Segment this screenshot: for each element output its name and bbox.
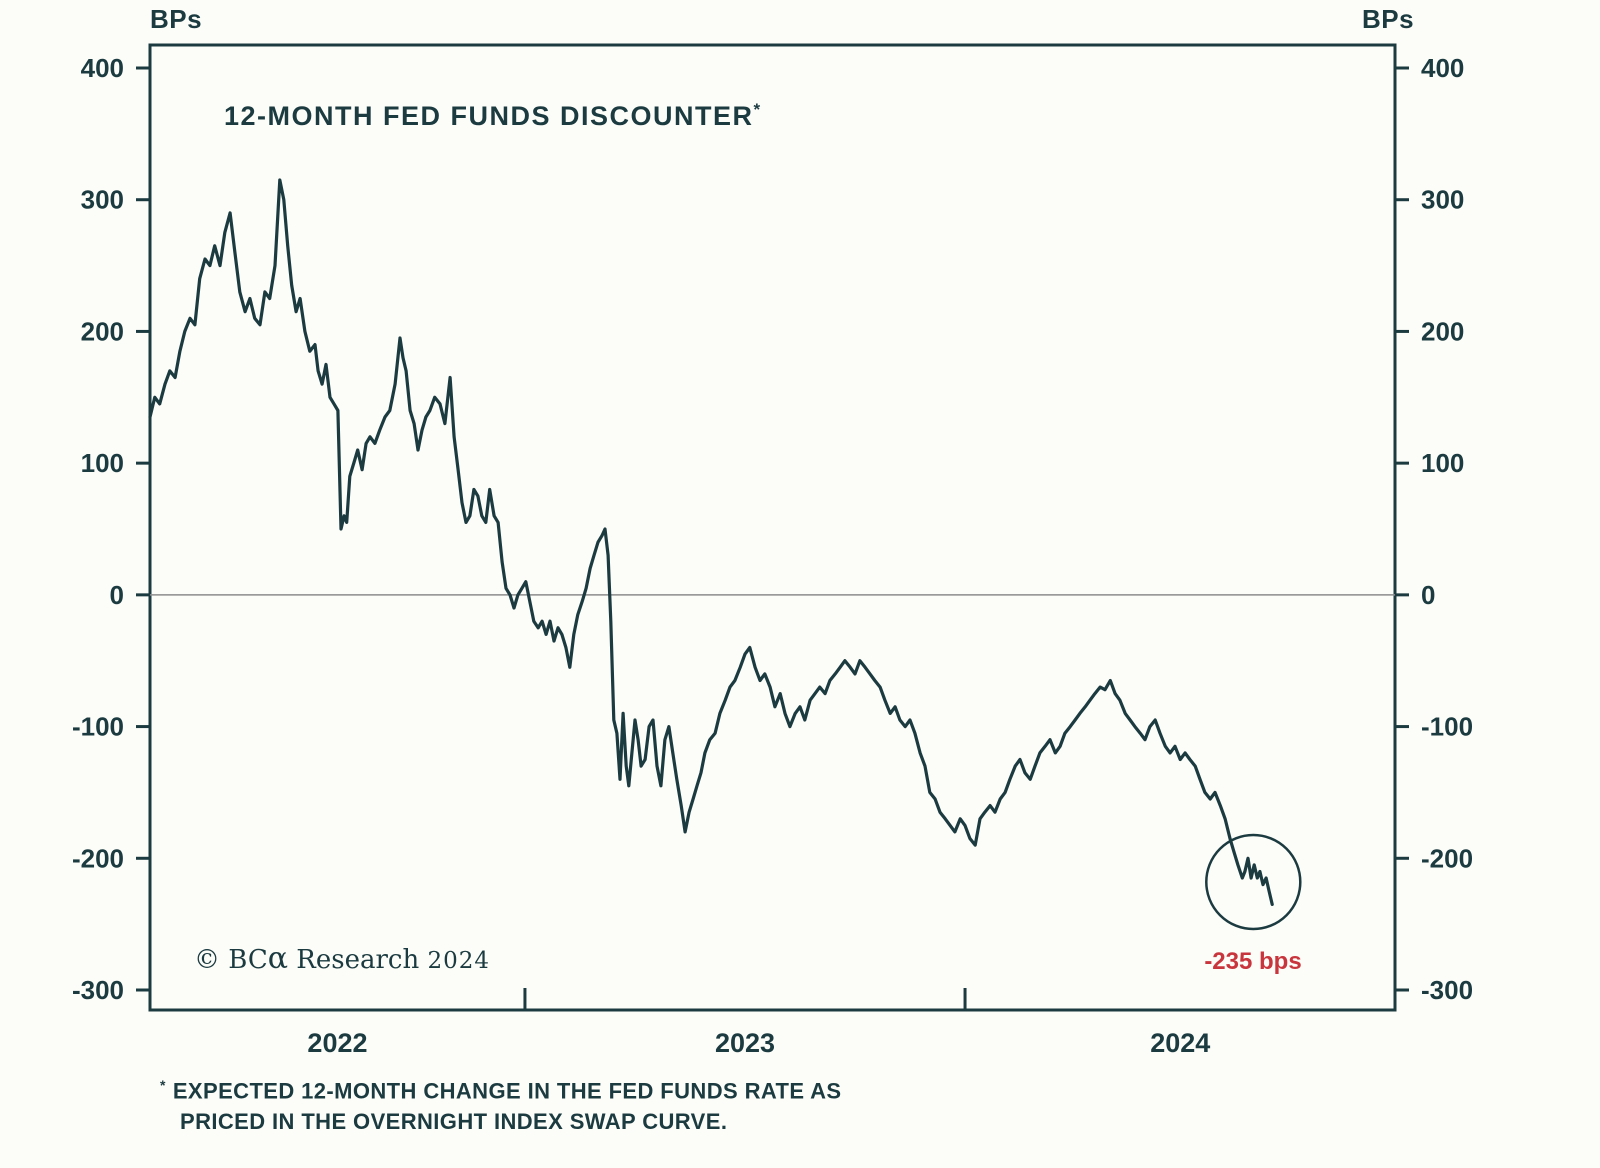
y-tick-label-right: 100: [1421, 448, 1464, 478]
y-tick-label-left: -100: [72, 712, 124, 742]
plot-frame: [148, 43, 1397, 1012]
copyright-brand: © BC: [194, 945, 268, 975]
y-tick-label-right: 200: [1421, 316, 1464, 346]
copyright-year: 2024: [427, 948, 491, 974]
footnote-line-1-text: EXPECTED 12-MONTH CHANGE IN THE FED FUND…: [172, 1078, 842, 1104]
x-year-label: 2024: [1150, 1028, 1210, 1058]
footnote: * EXPECTED 12-MONTH CHANGE IN THE FED FUN…: [160, 1070, 842, 1137]
footnote-line-1: * EXPECTED 12-MONTH CHANGE IN THE FED FUN…: [160, 1070, 842, 1106]
x-year-label: 2022: [307, 1028, 367, 1058]
y-axis-unit-left: BPs: [150, 4, 203, 34]
y-tick-label-left: 300: [81, 185, 124, 215]
annotation-value-label: -235 bps: [1204, 948, 1302, 975]
x-year-label: 2023: [715, 1028, 775, 1058]
y-tick-label-right: -100: [1421, 712, 1473, 742]
y-tick-label-left: -200: [72, 843, 124, 873]
y-tick-label-left: 100: [81, 448, 124, 478]
y-tick-label-right: 0: [1421, 580, 1435, 610]
y-tick-label-right: -200: [1421, 843, 1473, 873]
chart-title: 12-MONTH FED FUNDS DISCOUNTER*: [224, 100, 762, 132]
chart-title-text: 12-MONTH FED FUNDS DISCOUNTER: [224, 101, 754, 131]
y-tick-label-left: 400: [81, 53, 124, 83]
copyright: © BCα Research 2024: [194, 941, 490, 976]
brand-alpha-glyph: α: [267, 941, 289, 976]
series-line: [148, 178, 1274, 906]
footnote-line-2: PRICED IN THE OVERNIGHT INDEX SWAP CURVE…: [180, 1109, 728, 1135]
annotation-circle: [1205, 833, 1302, 931]
copyright-rest: Research: [288, 945, 428, 975]
y-tick-label-left: -300: [72, 975, 124, 1005]
y-tick-label-left: 200: [81, 316, 124, 346]
y-tick-label-right: 400: [1421, 53, 1464, 83]
y-tick-label-left: 0: [110, 580, 124, 610]
y-tick-label-right: -300: [1421, 975, 1473, 1005]
chart-title-footnote-marker: *: [753, 100, 762, 119]
footnote-marker: *: [160, 1077, 166, 1093]
y-axis-unit-right: BPs: [1362, 4, 1415, 34]
y-tick-label-right: 300: [1421, 185, 1464, 215]
